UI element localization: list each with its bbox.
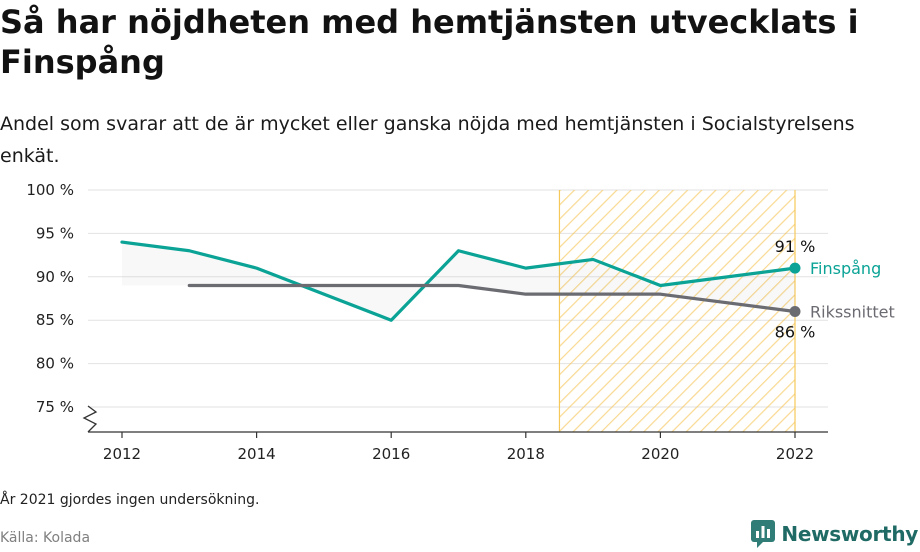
x-tick-label: 2012 bbox=[103, 445, 141, 463]
x-tick-label: 2014 bbox=[238, 445, 276, 463]
chart-title: Så har nöjdheten med hemtjänsten utveckl… bbox=[0, 3, 859, 81]
y-tick-label: 75 % bbox=[36, 398, 74, 416]
brand-logo: Newsworthy bbox=[751, 520, 918, 548]
chart-subtitle: Andel som svarar att de är mycket eller … bbox=[0, 113, 855, 167]
end-value-label-riksnittet: 86 % bbox=[775, 323, 816, 342]
end-point-riksnittet bbox=[789, 306, 801, 318]
y-tick-label: 100 % bbox=[26, 181, 74, 199]
series-layer bbox=[120, 240, 801, 322]
highlight-hatch bbox=[559, 190, 795, 432]
x-tick-label: 2016 bbox=[372, 445, 410, 463]
series-name-finspang: Finspång bbox=[810, 259, 881, 278]
y-tick-label: 85 % bbox=[36, 311, 74, 329]
difference-area bbox=[122, 242, 795, 321]
axes: 75 % 80 % 85 % 90 % 95 % 100 % 2012 2014 2016 201… bbox=[26, 181, 828, 463]
y-tick-label: 80 % bbox=[36, 355, 74, 373]
y-tick-label: 90 % bbox=[36, 268, 74, 286]
newsworthy-logo-icon bbox=[751, 520, 776, 548]
series-line-finspang bbox=[120, 240, 797, 322]
axis-break-icon bbox=[82, 405, 98, 433]
end-point-finspang bbox=[789, 262, 801, 274]
source-label: Källa: Kolada bbox=[0, 530, 91, 546]
footnote: År 2021 gjordes ingen undersökning. bbox=[0, 492, 260, 508]
end-value-label-finspang: 91 % bbox=[775, 237, 816, 256]
highlight-region bbox=[558, 190, 796, 432]
x-tick-label: 2018 bbox=[507, 445, 545, 463]
series-name-riksnittet: Rikssnittet bbox=[810, 303, 895, 322]
difference-band bbox=[122, 242, 795, 321]
brand-name: Newsworthy bbox=[781, 522, 918, 546]
y-tick-label: 95 % bbox=[36, 224, 74, 242]
x-tick-label: 2020 bbox=[641, 445, 679, 463]
series-line-riksnittet bbox=[187, 283, 797, 314]
x-tick-label: 2022 bbox=[776, 445, 814, 463]
